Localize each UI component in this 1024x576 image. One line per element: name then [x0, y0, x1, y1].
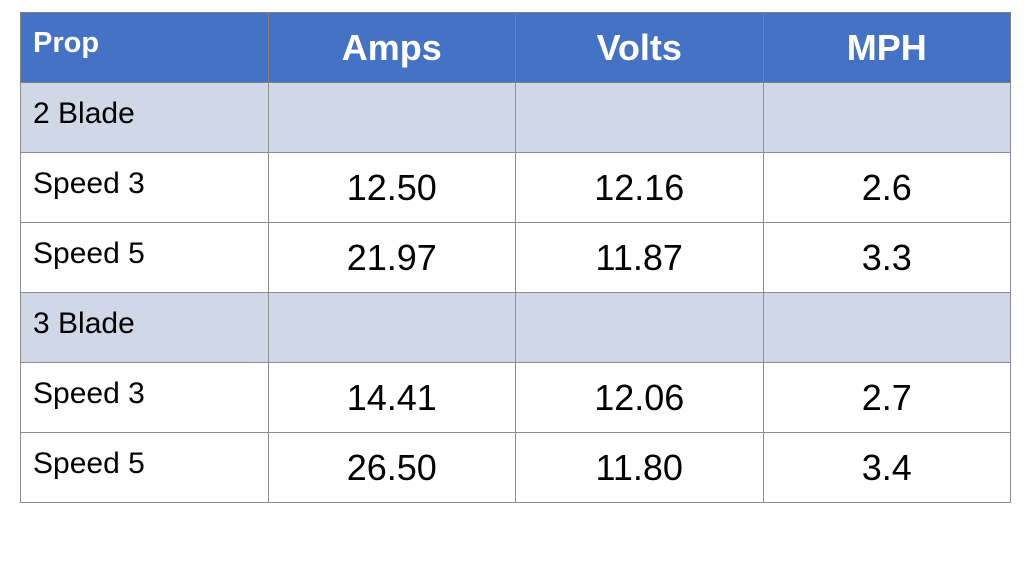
empty-cell — [267, 292, 516, 363]
value-cell: 14.41 — [267, 362, 516, 433]
value-cell: 12.16 — [515, 152, 764, 223]
value-cell: 2.6 — [762, 152, 1011, 223]
empty-cell — [515, 82, 764, 153]
value-cell: 12.50 — [267, 152, 516, 223]
row-label: 3 Blade — [20, 292, 269, 363]
empty-cell — [762, 292, 1011, 363]
value-cell: 3.3 — [762, 222, 1011, 293]
empty-cell — [515, 292, 764, 363]
data-table: Prop Amps Volts MPH 2 Blade Speed 3 12.50 12.1… — [20, 12, 1011, 503]
row-label: Speed 3 — [20, 362, 269, 433]
value-cell: 11.80 — [515, 432, 764, 503]
empty-cell — [762, 82, 1011, 153]
data-row: Speed 3 14.41 12.06 2.7 — [20, 362, 1011, 433]
data-row: Speed 3 12.50 12.16 2.6 — [20, 152, 1011, 223]
header-cell: Amps — [267, 12, 516, 83]
value-cell: 2.7 — [762, 362, 1011, 433]
row-label: Speed 5 — [20, 222, 269, 293]
row-label: 2 Blade — [20, 82, 269, 153]
empty-cell — [267, 82, 516, 153]
header-cell: Volts — [515, 12, 764, 83]
value-cell: 21.97 — [267, 222, 516, 293]
section-row: 3 Blade — [20, 292, 1011, 363]
row-label: Speed 3 — [20, 152, 269, 223]
data-row: Speed 5 21.97 11.87 3.3 — [20, 222, 1011, 293]
value-cell: 26.50 — [267, 432, 516, 503]
value-cell: 11.87 — [515, 222, 764, 293]
row-label: Speed 5 — [20, 432, 269, 503]
data-row: Speed 5 26.50 11.80 3.4 — [20, 432, 1011, 503]
header-cell: Prop — [20, 12, 269, 83]
value-cell: 12.06 — [515, 362, 764, 433]
value-cell: 3.4 — [762, 432, 1011, 503]
header-row: Prop Amps Volts MPH — [20, 12, 1011, 83]
section-row: 2 Blade — [20, 82, 1011, 153]
header-cell: MPH — [762, 12, 1011, 83]
